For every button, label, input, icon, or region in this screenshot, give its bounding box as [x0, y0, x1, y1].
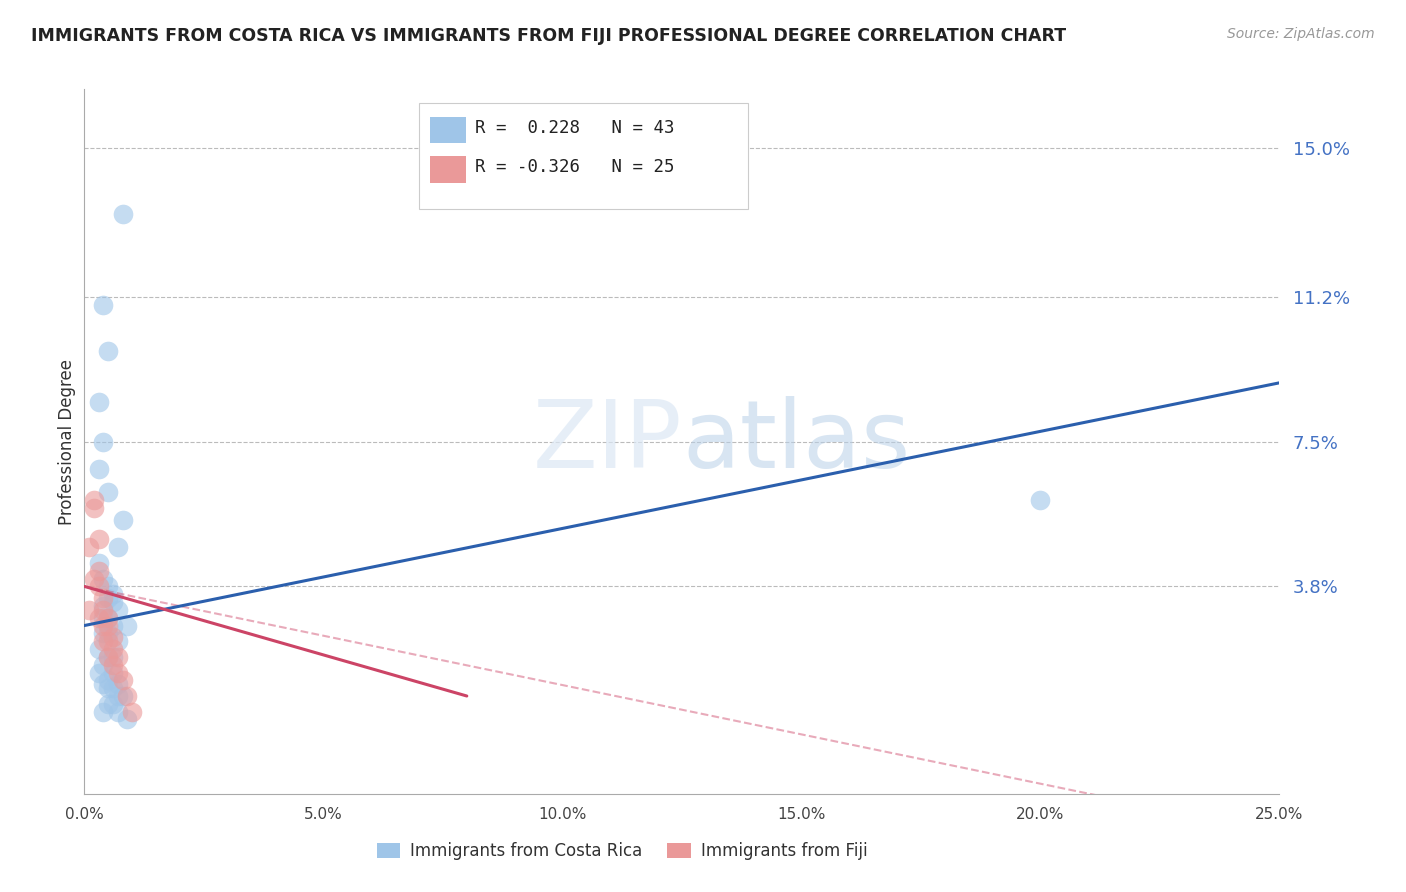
- Point: [97, 344, 120, 359]
- Point: [1029, 493, 1052, 508]
- Point: [97, 610, 120, 624]
- Point: [93, 705, 115, 719]
- Point: [111, 207, 134, 221]
- Point: [107, 677, 129, 691]
- Point: [87, 610, 110, 624]
- Point: [93, 599, 115, 613]
- Point: [101, 595, 124, 609]
- Point: [101, 642, 124, 657]
- Point: [107, 634, 129, 648]
- Point: [97, 649, 120, 664]
- Point: [93, 657, 115, 672]
- Point: [97, 591, 120, 606]
- Point: [87, 556, 110, 570]
- Point: [87, 533, 110, 547]
- Point: [87, 462, 110, 476]
- Point: [93, 634, 115, 648]
- Point: [77, 540, 100, 554]
- Point: [101, 681, 124, 696]
- Text: Source: ZipAtlas.com: Source: ZipAtlas.com: [1227, 27, 1375, 41]
- Point: [107, 689, 129, 703]
- Point: [101, 618, 124, 632]
- Point: [97, 579, 120, 593]
- Text: R =  0.228   N = 43: R = 0.228 N = 43: [475, 119, 675, 137]
- Point: [97, 618, 120, 632]
- Text: atlas: atlas: [682, 395, 910, 488]
- Point: [93, 677, 115, 691]
- Y-axis label: Professional Degree: Professional Degree: [58, 359, 76, 524]
- Bar: [430, 156, 465, 183]
- Point: [117, 689, 139, 703]
- Point: [77, 603, 100, 617]
- Point: [101, 630, 124, 644]
- Point: [93, 434, 115, 449]
- Point: [93, 297, 115, 311]
- Point: [111, 513, 134, 527]
- Text: ZIP: ZIP: [533, 395, 682, 488]
- Point: [97, 485, 120, 500]
- Point: [101, 665, 124, 680]
- Point: [93, 618, 115, 632]
- Point: [97, 626, 120, 640]
- Point: [107, 649, 129, 664]
- Point: [83, 572, 105, 586]
- Point: [93, 626, 115, 640]
- Point: [107, 603, 129, 617]
- Point: [83, 493, 105, 508]
- Point: [97, 610, 120, 624]
- Text: R = -0.326   N = 25: R = -0.326 N = 25: [475, 159, 675, 177]
- Point: [117, 618, 139, 632]
- Point: [121, 705, 143, 719]
- Point: [101, 649, 124, 664]
- Point: [101, 587, 124, 601]
- Point: [87, 579, 110, 593]
- FancyBboxPatch shape: [419, 103, 748, 209]
- Text: IMMIGRANTS FROM COSTA RICA VS IMMIGRANTS FROM FIJI PROFESSIONAL DEGREE CORRELATI: IMMIGRANTS FROM COSTA RICA VS IMMIGRANTS…: [31, 27, 1066, 45]
- Point: [87, 395, 110, 409]
- Point: [83, 501, 105, 516]
- Point: [97, 697, 120, 711]
- Legend: Immigrants from Costa Rica, Immigrants from Fiji: Immigrants from Costa Rica, Immigrants f…: [370, 835, 875, 867]
- Point: [97, 649, 120, 664]
- Point: [93, 591, 115, 606]
- Point: [97, 673, 120, 688]
- Point: [87, 642, 110, 657]
- Point: [111, 673, 134, 688]
- Point: [107, 705, 129, 719]
- Point: [93, 572, 115, 586]
- Point: [87, 665, 110, 680]
- Bar: [430, 117, 465, 144]
- Point: [87, 564, 110, 578]
- Point: [93, 603, 115, 617]
- Point: [117, 713, 139, 727]
- Point: [93, 610, 115, 624]
- Point: [97, 681, 120, 696]
- Point: [111, 689, 134, 703]
- Point: [107, 665, 129, 680]
- Point: [101, 697, 124, 711]
- Point: [107, 540, 129, 554]
- Point: [101, 657, 124, 672]
- Point: [97, 634, 120, 648]
